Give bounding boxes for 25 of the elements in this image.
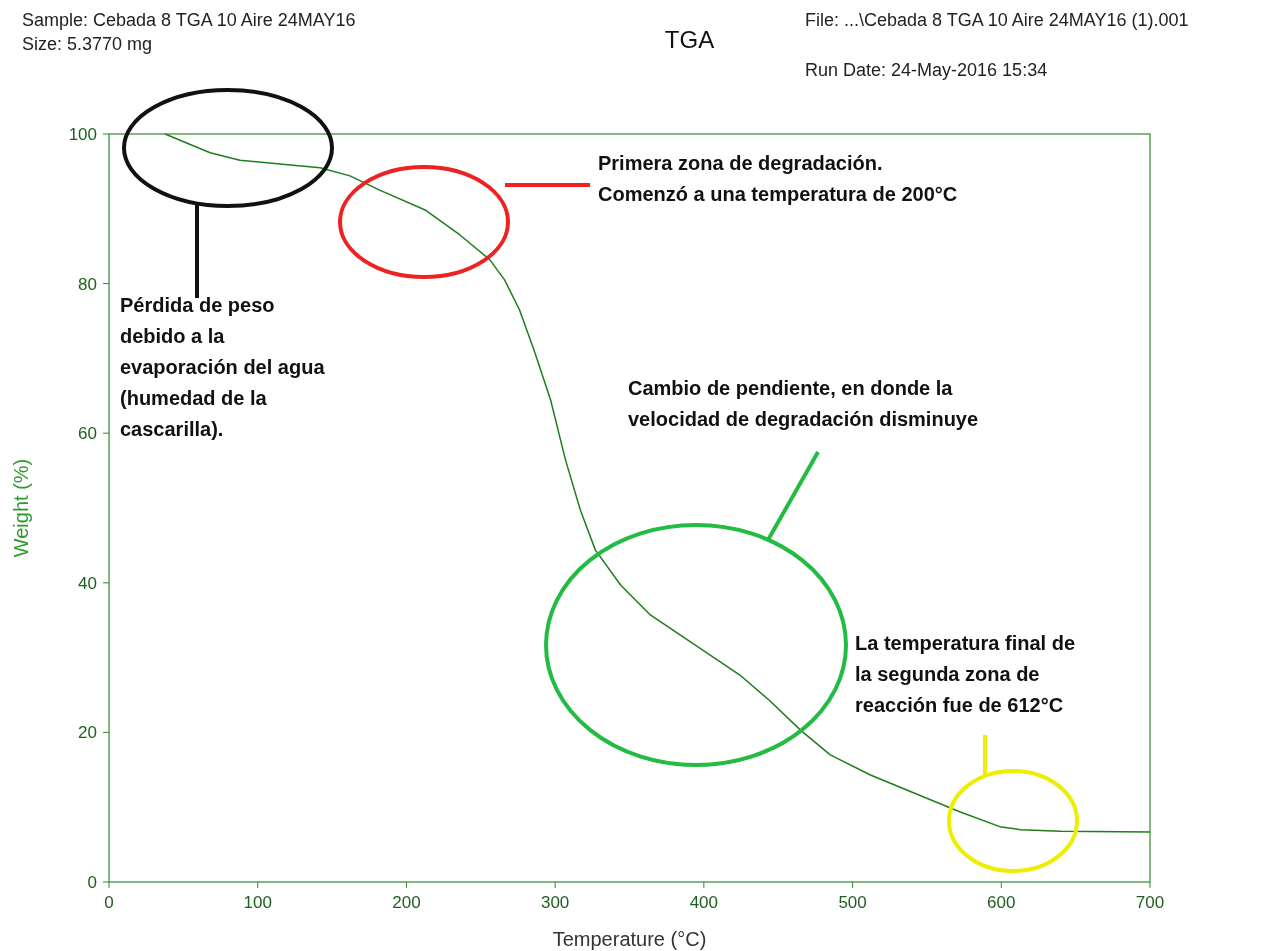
x-tick-label: 400 xyxy=(689,893,719,912)
x-tick-label: 500 xyxy=(838,893,867,912)
text: Size: 5.3770 mg xyxy=(22,34,153,54)
x-tick-label: 700 xyxy=(1135,893,1165,912)
annotation: La temperatura final de la segunda zona de reacción fue de 612°C xyxy=(855,632,1076,716)
annotation: Pérdida de peso debido a la evaporación del agua (humedad de la cascarilla). xyxy=(120,294,326,440)
x-tick-label: 100 xyxy=(243,893,272,912)
y-tick-label: 80 xyxy=(78,274,97,294)
y-tick-label: 40 xyxy=(78,573,97,593)
y-tick-label: 60 xyxy=(78,424,97,444)
annotation: Cambio de pendiente, en donde la velocidad de degradación disminuye xyxy=(628,377,979,430)
chart-title: TGA xyxy=(664,26,715,53)
annotation: Primera zona de degradación. Comenzó a una temperatura de 200°C xyxy=(598,152,958,205)
text: File: ...\Cebada 8 TGA 10 Aire 24MAY16 (1).001 xyxy=(805,10,1189,30)
text: Run Date: 24-May-2016 15:34 xyxy=(805,60,1048,80)
text: Sample: Cebada 8 TGA 10 Aire 24MAY16 xyxy=(22,10,356,30)
x-axis-title: Temperature (°C) xyxy=(552,928,707,950)
y-tick-label: 0 xyxy=(87,873,97,892)
y-axis-title: Weight (%) xyxy=(10,458,32,558)
y-tick-label: 100 xyxy=(68,125,97,144)
x-tick-label: 200 xyxy=(392,893,421,912)
y-tick-label: 20 xyxy=(78,723,97,743)
x-tick-label: 600 xyxy=(987,893,1016,912)
x-tick-label: 300 xyxy=(540,893,570,912)
x-tick-label: 0 xyxy=(104,893,114,912)
